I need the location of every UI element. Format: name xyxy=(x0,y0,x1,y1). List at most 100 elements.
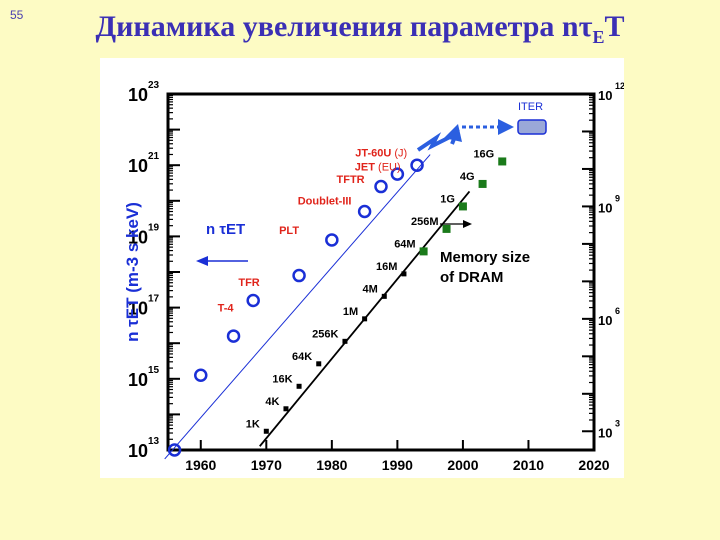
y-left-tick-exponent: 13 xyxy=(148,436,160,447)
dram-data-point xyxy=(362,316,368,322)
device-label: TFR xyxy=(238,277,259,289)
fusion-trend-line xyxy=(164,154,431,460)
dram-data-point xyxy=(316,361,322,367)
y-left-tick-label: 10 13 xyxy=(128,436,160,461)
x-tick-label: 1970 xyxy=(251,457,282,473)
dram-point-label: 256M xyxy=(411,216,439,228)
dram-point-label: 1M xyxy=(343,306,358,318)
slide-title: Динамика увеличения параметра nτET xyxy=(0,10,720,48)
marks-group xyxy=(167,119,547,457)
y-right-tick-exponent: 9 xyxy=(615,193,620,203)
device-label: T-4 xyxy=(218,303,235,315)
dram-point-label: 256K xyxy=(312,328,338,340)
y-right-tick-label: 103 xyxy=(598,418,620,440)
legend-fusion: n τET xyxy=(196,221,248,266)
x-tick-label: 2000 xyxy=(447,457,478,473)
fusion-data-point xyxy=(292,268,306,283)
y-left-tick-base: 10 xyxy=(128,156,148,176)
y-left-tick-exponent: 19 xyxy=(148,222,160,233)
y-left-tick-exponent: 21 xyxy=(148,151,160,162)
y-left-tick-base: 10 xyxy=(128,85,148,105)
dram-point-label: 16G xyxy=(473,148,494,160)
device-name: TFTR xyxy=(337,174,365,186)
y-right-tick-label: 109 xyxy=(598,193,620,215)
fusion-data-point xyxy=(226,329,241,343)
fusion-data-point xyxy=(194,368,208,382)
device-label: JT-60U (J) xyxy=(355,147,407,159)
y-right-tick-base: 10 xyxy=(598,425,612,440)
dram-data-point xyxy=(419,247,428,256)
projection-arrowhead xyxy=(444,124,462,142)
y-left-tick-base: 10 xyxy=(128,370,148,390)
legend-memory-line1: Memory size xyxy=(440,249,530,266)
dram-data-point xyxy=(342,338,348,344)
device-region: (J) xyxy=(391,147,407,159)
device-region: (EU) xyxy=(375,162,401,174)
y-left-tick-exponent: 23 xyxy=(148,80,160,91)
iter-device-marker xyxy=(517,119,547,135)
y-right-tick-base: 10 xyxy=(598,200,612,215)
dram-data-point xyxy=(296,383,302,389)
y-left-tick-base: 10 xyxy=(128,299,148,319)
device-name: TFR xyxy=(238,277,259,289)
dram-point-label: 4K xyxy=(265,396,279,408)
x-tick-label: 2010 xyxy=(513,457,544,473)
fusion-data-point xyxy=(390,167,405,181)
x-tick-label: 1990 xyxy=(382,457,413,473)
dram-data-point xyxy=(263,428,269,434)
y-right-tick-exponent: 12 xyxy=(615,81,624,91)
legend-fusion-arrowhead xyxy=(196,256,208,266)
legend-fusion-label: n τET xyxy=(206,221,245,238)
dram-point-label: 1K xyxy=(246,418,260,430)
device-label: PLT xyxy=(279,225,299,237)
y-right-tick-exponent: 6 xyxy=(615,306,620,316)
y-right-tick-exponent: 3 xyxy=(615,418,620,428)
device-name: JT-60U xyxy=(355,147,391,159)
title-subscript: E xyxy=(592,27,605,47)
dram-point-label: 4M xyxy=(362,283,377,295)
title-main: Динамика увеличения параметра nτ xyxy=(95,10,593,43)
iter-arrowhead xyxy=(498,119,514,135)
chart-panel: 1960 1970 1980 1990 2000 2010 2020 10 13 10 15 10 17… xyxy=(100,58,625,478)
y-left-axis-label-text: n τET (m-3 s keV) xyxy=(123,202,142,342)
fusion-data-point xyxy=(357,204,372,219)
dram-data-point xyxy=(401,271,407,277)
device-name: Doublet-III xyxy=(298,195,352,207)
device-name: T-4 xyxy=(218,303,235,315)
y-left-tick-base: 10 xyxy=(128,227,148,247)
y-left-axis-label: n τET (m-3 s keV) xyxy=(123,202,142,342)
y-right-tick-label: 106 xyxy=(598,306,620,328)
dram-data-point xyxy=(442,224,451,233)
dram-data-point xyxy=(458,202,467,211)
dram-point-label: 16M xyxy=(376,261,397,273)
x-tick-label: 1980 xyxy=(316,457,347,473)
y-left-tick-label: 10 19 xyxy=(128,222,160,247)
title-tail: T xyxy=(604,10,625,43)
dram-data-point xyxy=(498,157,507,166)
dram-point-label: 16K xyxy=(272,373,292,385)
y-left-tick-base: 10 xyxy=(128,441,148,461)
device-name: PLT xyxy=(279,225,299,237)
dram-data-point xyxy=(283,406,289,412)
legend-memory-line2: of DRAM xyxy=(440,269,503,286)
dram-data-point xyxy=(478,179,487,188)
y-left-tick-label: 10 21 xyxy=(128,151,160,176)
y-right-tick-base: 10 xyxy=(598,88,612,103)
fusion-data-point xyxy=(167,443,182,457)
slide-number: 55 xyxy=(10,8,24,22)
fusion-data-point xyxy=(410,158,424,172)
legend-memory: Memory size of DRAM xyxy=(440,220,530,286)
y-left-tick-label: 10 15 xyxy=(128,365,160,390)
legend-memory-arrowhead xyxy=(463,220,472,228)
dram-point-label: 64K xyxy=(292,351,312,363)
y-right-tick-base: 10 xyxy=(598,313,612,328)
device-label: JET (EU) xyxy=(355,162,401,174)
y-left-tick-exponent: 17 xyxy=(148,294,160,305)
fusion-data-point xyxy=(325,233,339,247)
x-tick-label: 1960 xyxy=(185,457,216,473)
dram-point-label: 4G xyxy=(460,171,475,183)
y-left-tick-label: 10 17 xyxy=(128,294,160,319)
